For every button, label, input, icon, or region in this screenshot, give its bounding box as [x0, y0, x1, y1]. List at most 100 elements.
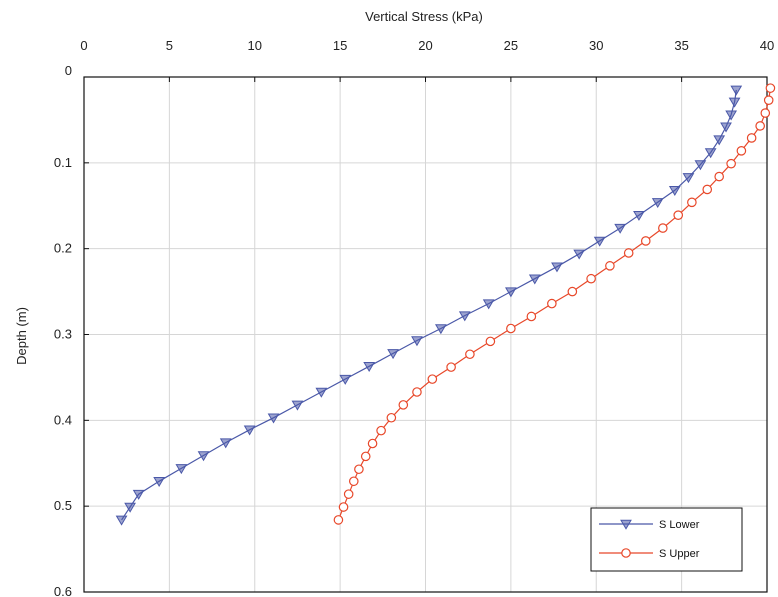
- legend-swatch-marker: [621, 548, 631, 558]
- data-point: [411, 336, 423, 347]
- data-point: [687, 197, 697, 208]
- x-tick-labels: 0 5 10 15 20 25 30 35 40: [80, 38, 774, 82]
- y-tick-label: 0.3: [54, 327, 72, 342]
- data-point: [547, 298, 557, 309]
- y-tick-label: 0: [65, 63, 72, 78]
- x-tick-label: 0: [80, 38, 87, 53]
- data-point: [506, 323, 516, 334]
- series-2: [333, 83, 776, 525]
- data-point: [763, 95, 774, 105]
- data-point: [682, 173, 695, 184]
- x-tick-label: 20: [418, 38, 432, 53]
- data-point: [458, 311, 471, 322]
- data-point: [124, 502, 136, 513]
- y-tick-label: 0.1: [54, 155, 72, 170]
- data-point: [694, 160, 707, 171]
- data-point: [593, 236, 606, 247]
- data-point: [354, 464, 364, 475]
- legend-label: S Lower: [659, 519, 700, 531]
- data-point: [614, 223, 627, 234]
- data-point: [640, 236, 651, 246]
- legend-swatch-marker: [620, 519, 632, 530]
- grid: [84, 77, 767, 592]
- data-point: [175, 464, 188, 475]
- data-point: [465, 349, 475, 360]
- data-point: [219, 438, 232, 449]
- data-point: [386, 412, 397, 423]
- data-point: [760, 108, 771, 118]
- x-tick-label: 10: [248, 38, 262, 53]
- data-point: [348, 476, 359, 487]
- data-point: [387, 349, 399, 360]
- data-point: [427, 374, 438, 384]
- data-point: [482, 299, 495, 310]
- series-line: [121, 89, 737, 521]
- data-point: [567, 286, 578, 297]
- data-point: [651, 198, 664, 209]
- data-point: [725, 110, 738, 121]
- data-point: [376, 425, 386, 436]
- legend-item[interactable]: S Lower: [599, 519, 700, 531]
- legend[interactable]: S Lower S Upper: [590, 507, 743, 572]
- data-point: [658, 223, 668, 233]
- data-point: [434, 324, 447, 335]
- data-point: [153, 477, 166, 488]
- data-point: [714, 171, 724, 182]
- data-point: [573, 249, 586, 260]
- data-point: [551, 262, 563, 273]
- data-point: [363, 362, 376, 372]
- data-point: [338, 502, 349, 512]
- data-point: [367, 438, 378, 449]
- y-tick-label: 0.2: [54, 241, 72, 256]
- y-tick-label: 0.6: [54, 584, 72, 597]
- data-point: [526, 311, 537, 322]
- y-axis-title: Depth (m): [14, 307, 29, 365]
- y-tick-labels: 0 0.1 0.2 0.3 0.4 0.5 0.6: [54, 63, 89, 597]
- data-point: [755, 121, 765, 131]
- data-point: [339, 374, 352, 385]
- y-tick-label: 0.4: [54, 412, 72, 427]
- data-point: [505, 287, 517, 298]
- data-point: [633, 210, 645, 221]
- data-point: [360, 451, 371, 462]
- data-point: [243, 425, 256, 436]
- x-tick-label: 15: [333, 38, 347, 53]
- data-point: [720, 122, 732, 133]
- data-point: [197, 451, 210, 462]
- data-point: [132, 489, 145, 500]
- data-point: [267, 413, 280, 424]
- data-point: [315, 387, 328, 398]
- data-point: [398, 400, 409, 410]
- data-point: [333, 515, 344, 525]
- x-tick-label: 30: [589, 38, 603, 53]
- x-tick-label: 40: [760, 38, 774, 53]
- data-point: [704, 148, 717, 159]
- data-point: [586, 273, 596, 284]
- data-point: [673, 210, 684, 220]
- x-tick-label: 25: [504, 38, 518, 53]
- data-point: [702, 184, 713, 195]
- series-1: [115, 85, 743, 526]
- data-point: [291, 400, 304, 411]
- x-axis-title: Vertical Stress (kPa): [365, 9, 483, 24]
- legend-label: S Upper: [659, 548, 700, 560]
- data-point: [728, 97, 741, 108]
- data-point: [736, 146, 747, 156]
- data-point: [623, 248, 634, 258]
- legend-box: [590, 507, 743, 572]
- data-point: [446, 362, 456, 372]
- data-point: [115, 515, 128, 526]
- data-point: [528, 274, 541, 285]
- data-point: [730, 85, 743, 96]
- x-tick-label: 5: [166, 38, 173, 53]
- data-point: [668, 186, 681, 197]
- y-tick-label: 0.5: [54, 498, 72, 513]
- legend-item[interactable]: S Upper: [599, 548, 700, 560]
- data-point: [485, 336, 496, 347]
- x-tick-label: 35: [674, 38, 688, 53]
- data-point: [605, 261, 615, 271]
- data-point: [713, 135, 726, 146]
- data-point: [726, 158, 736, 169]
- data-point: [765, 83, 776, 93]
